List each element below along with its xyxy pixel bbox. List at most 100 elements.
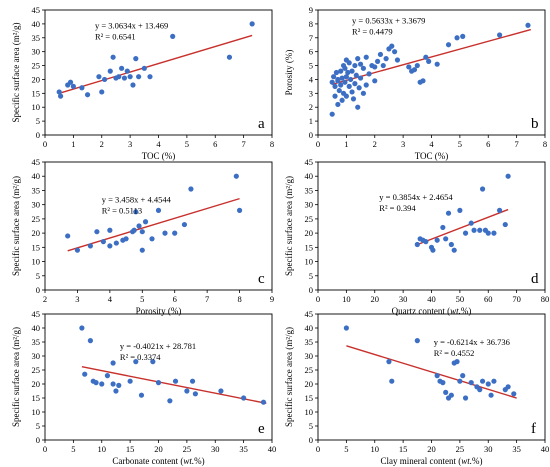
x-tick-label-e-5: 25 bbox=[183, 444, 192, 454]
r-squared-b: R² = 0.4479 bbox=[352, 27, 393, 37]
data-point-c-14 bbox=[139, 229, 145, 235]
data-point-b-21 bbox=[345, 69, 351, 76]
data-point-b-12 bbox=[339, 97, 345, 103]
x-axis-title-c: Porosity (%) bbox=[136, 306, 182, 316]
y-tick-label-e-9: 45 bbox=[32, 309, 41, 319]
x-tick-label-a-3: 3 bbox=[128, 139, 132, 149]
r-squared-e: R² = 0.3374 bbox=[120, 352, 161, 362]
data-point-c-13 bbox=[136, 223, 142, 229]
y-tick-label-f-7: 35 bbox=[305, 337, 314, 347]
data-point-b-55 bbox=[414, 62, 420, 69]
x-tick-label-f-6: 30 bbox=[484, 444, 493, 454]
panel-letter-b: b bbox=[531, 116, 539, 132]
data-point-b-30 bbox=[353, 72, 359, 78]
data-point-e-14 bbox=[150, 359, 156, 365]
data-point-c-6 bbox=[107, 243, 113, 249]
y-tick-label-a-9: 45 bbox=[32, 5, 41, 15]
data-point-b-47 bbox=[383, 56, 389, 62]
plot-frame-d bbox=[317, 161, 546, 291]
data-point-b-45 bbox=[377, 51, 384, 58]
data-point-c-3 bbox=[94, 229, 100, 235]
data-point-a-4 bbox=[70, 83, 76, 89]
y-tick-label-b-2: 2 bbox=[309, 102, 313, 112]
y-tick-label-d-4: 20 bbox=[305, 228, 314, 238]
y-tick-label-b-0: 0 bbox=[309, 130, 313, 140]
x-tick-label-d-5: 50 bbox=[456, 294, 465, 304]
data-point-e-15 bbox=[155, 380, 162, 386]
equation-d: y = 0.3854x + 2.4654 bbox=[379, 192, 453, 202]
y-tick-label-f-6: 30 bbox=[305, 351, 314, 361]
x-tick-label-d-6: 60 bbox=[484, 294, 493, 304]
y-tick-label-d-7: 35 bbox=[305, 185, 314, 195]
trend-line-c bbox=[67, 197, 240, 252]
x-tick-label-b-0: 0 bbox=[316, 139, 320, 149]
data-point-e-20 bbox=[192, 391, 198, 397]
y-tick-label-a-0: 0 bbox=[36, 130, 40, 140]
data-point-e-0 bbox=[79, 325, 85, 331]
data-point-b-4 bbox=[332, 83, 338, 89]
data-point-f-6 bbox=[440, 380, 446, 386]
data-point-b-2 bbox=[331, 74, 337, 80]
x-tick-label-c-1: 3 bbox=[75, 294, 79, 304]
data-point-c-11 bbox=[131, 227, 137, 233]
data-point-c-24 bbox=[236, 207, 243, 213]
data-point-e-7 bbox=[110, 360, 116, 366]
x-axis-title-b: TOC (%) bbox=[415, 151, 449, 161]
data-point-a-6 bbox=[84, 92, 91, 98]
x-tick-label-e-2: 10 bbox=[98, 444, 107, 454]
data-point-e-18 bbox=[184, 388, 190, 394]
data-point-f-17 bbox=[477, 387, 483, 393]
data-point-b-25 bbox=[349, 89, 355, 95]
data-point-b-24 bbox=[348, 76, 354, 83]
data-point-b-26 bbox=[349, 68, 355, 74]
data-point-d-11 bbox=[451, 247, 457, 253]
data-point-d-7 bbox=[440, 224, 446, 231]
x-tick-label-e-8: 40 bbox=[268, 444, 277, 454]
data-point-a-23 bbox=[170, 33, 176, 39]
data-point-d-3 bbox=[423, 239, 429, 245]
x-tick-label-e-7: 35 bbox=[239, 444, 248, 454]
data-point-f-21 bbox=[491, 378, 497, 384]
y-tick-label-c-9: 45 bbox=[32, 157, 41, 167]
x-tick-label-c-4: 6 bbox=[173, 294, 177, 304]
data-point-a-21 bbox=[141, 65, 147, 71]
data-point-b-5 bbox=[333, 69, 340, 76]
y-tick-label-a-8: 40 bbox=[32, 19, 41, 29]
y-tick-label-e-0: 0 bbox=[36, 435, 40, 445]
x-tick-label-a-4: 4 bbox=[156, 139, 161, 149]
x-tick-label-f-7: 35 bbox=[512, 444, 521, 454]
data-point-b-58 bbox=[423, 54, 429, 60]
plot-frame-c bbox=[44, 161, 273, 291]
data-point-d-22 bbox=[502, 221, 508, 228]
x-tick-label-f-3: 15 bbox=[399, 444, 408, 454]
data-point-a-25 bbox=[249, 21, 255, 27]
data-point-f-2 bbox=[389, 378, 395, 384]
x-tick-label-e-6: 30 bbox=[211, 444, 220, 454]
x-tick-label-a-2: 2 bbox=[100, 139, 104, 149]
y-axis-title-f: Specific surface area (m²/g) bbox=[284, 327, 294, 427]
data-point-f-11 bbox=[454, 359, 460, 365]
data-point-f-0 bbox=[343, 325, 349, 331]
x-tick-label-f-2: 10 bbox=[371, 444, 380, 454]
y-axis-title-a: Specific surface area (m²/g) bbox=[11, 23, 21, 123]
data-point-a-24 bbox=[226, 54, 233, 60]
data-point-b-46 bbox=[380, 62, 386, 69]
x-tick-label-f-5: 25 bbox=[456, 444, 465, 454]
y-tick-label-f-5: 25 bbox=[305, 365, 314, 375]
y-tick-label-a-4: 20 bbox=[32, 74, 41, 84]
y-tick-label-d-3: 15 bbox=[305, 242, 314, 252]
y-tick-label-b-7: 7 bbox=[309, 33, 313, 43]
data-point-f-19 bbox=[485, 381, 491, 387]
trend-line-b bbox=[332, 28, 531, 85]
data-point-c-20 bbox=[172, 230, 178, 236]
data-point-a-8 bbox=[99, 89, 105, 95]
x-tick-label-d-0: 0 bbox=[316, 294, 320, 304]
data-point-c-7 bbox=[113, 240, 119, 246]
data-point-a-7 bbox=[96, 74, 102, 80]
data-point-c-21 bbox=[181, 221, 188, 228]
data-point-f-1 bbox=[386, 359, 392, 365]
x-tick-label-b-8: 8 bbox=[543, 139, 547, 149]
y-tick-label-f-1: 5 bbox=[309, 421, 313, 431]
data-point-a-19 bbox=[133, 56, 139, 62]
